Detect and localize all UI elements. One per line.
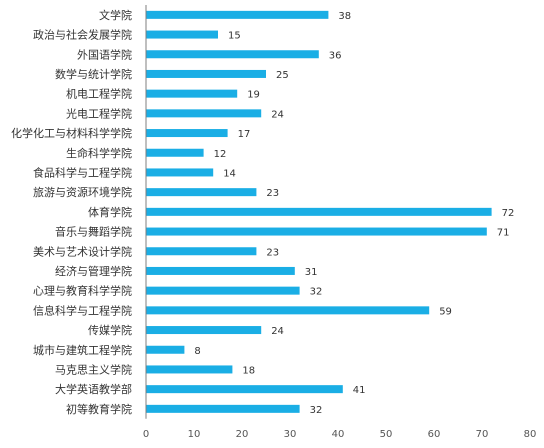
data-label: 31 [305,267,318,278]
x-tick-label: 40 [332,429,345,440]
bar [146,148,204,157]
data-label: 12 [214,149,227,160]
bar [146,129,228,138]
data-label: 19 [247,90,260,101]
bar [146,385,343,394]
x-tick-label: 70 [476,429,489,440]
category-label: 生命科学学院 [66,146,132,160]
bar [146,345,185,354]
category-label: 旅游与资源环境学院 [33,185,132,199]
data-label: 36 [329,50,342,61]
category-label: 初等教育学院 [66,402,132,416]
bar [146,404,300,413]
x-tick-label: 50 [380,429,393,440]
category-label: 传媒学院 [88,323,132,337]
value-labels: 38 15 36 25 19 24 17 12 14 23 72 71 23 31 32 59 24 8 18 41 3… [194,11,514,416]
category-label: 化学化工与材料科学学院 [11,126,132,140]
x-tick-labels: 0 10 20 30 40 50 60 70 80 [143,429,537,440]
category-label: 大学英语教学部 [55,382,132,396]
bar [146,227,487,236]
data-label: 38 [338,11,351,22]
category-label: 光电工程学院 [66,106,132,120]
x-tick-label: 10 [188,429,201,440]
data-label: 14 [223,168,236,179]
data-label: 71 [497,228,510,239]
x-tick-label: 80 [524,429,537,440]
bar [146,266,295,275]
data-label: 23 [266,188,279,199]
data-label: 24 [271,109,284,120]
bar [146,168,214,177]
category-label: 政治与社会发展学院 [33,28,132,42]
category-label: 心理与教育科学学院 [33,284,132,298]
data-label: 25 [276,70,289,81]
bar [146,247,257,256]
category-label: 美术与艺术设计学院 [33,244,132,258]
bar [146,286,300,295]
data-label: 15 [228,31,241,42]
category-label: 音乐与舞蹈学院 [55,225,132,239]
data-label: 32 [310,287,323,298]
category-label: 体育学院 [88,205,132,219]
data-label: 72 [502,208,515,219]
category-label: 数学与统计学院 [55,67,132,81]
x-tick-label: 0 [143,429,149,440]
category-label: 城市与建筑工程学院 [33,343,132,357]
bar [146,89,238,98]
category-label: 马克思主义学院 [55,362,132,376]
data-label: 41 [353,385,366,396]
bar [146,207,492,216]
data-label: 59 [439,306,452,317]
bar [146,50,319,59]
x-tick-label: 30 [284,429,297,440]
data-label: 8 [194,346,200,357]
bar [146,69,266,78]
category-label: 外国语学院 [77,47,132,61]
data-label: 23 [266,247,279,258]
x-tick-label: 20 [236,429,249,440]
data-label: 24 [271,326,284,337]
bar [146,306,430,315]
category-label: 经济与管理学院 [55,264,132,278]
data-label: 17 [238,129,251,140]
category-label: 信息科学与工程学院 [33,303,132,317]
bar [146,326,262,335]
x-tick-label: 60 [428,429,441,440]
bar [146,10,329,19]
category-label: 食品科学与工程学院 [33,165,132,179]
category-label: 机电工程学院 [66,87,132,101]
category-labels: 文学院政治与社会发展学院外国语学院数学与统计学院机电工程学院光电工程学院化学化工… [11,8,132,416]
data-label: 18 [242,365,255,376]
data-label: 32 [310,405,323,416]
bar [146,365,233,374]
bars [146,10,492,413]
bar [146,109,262,118]
bar [146,188,257,197]
category-label: 文学院 [99,8,132,22]
bar [146,30,218,39]
